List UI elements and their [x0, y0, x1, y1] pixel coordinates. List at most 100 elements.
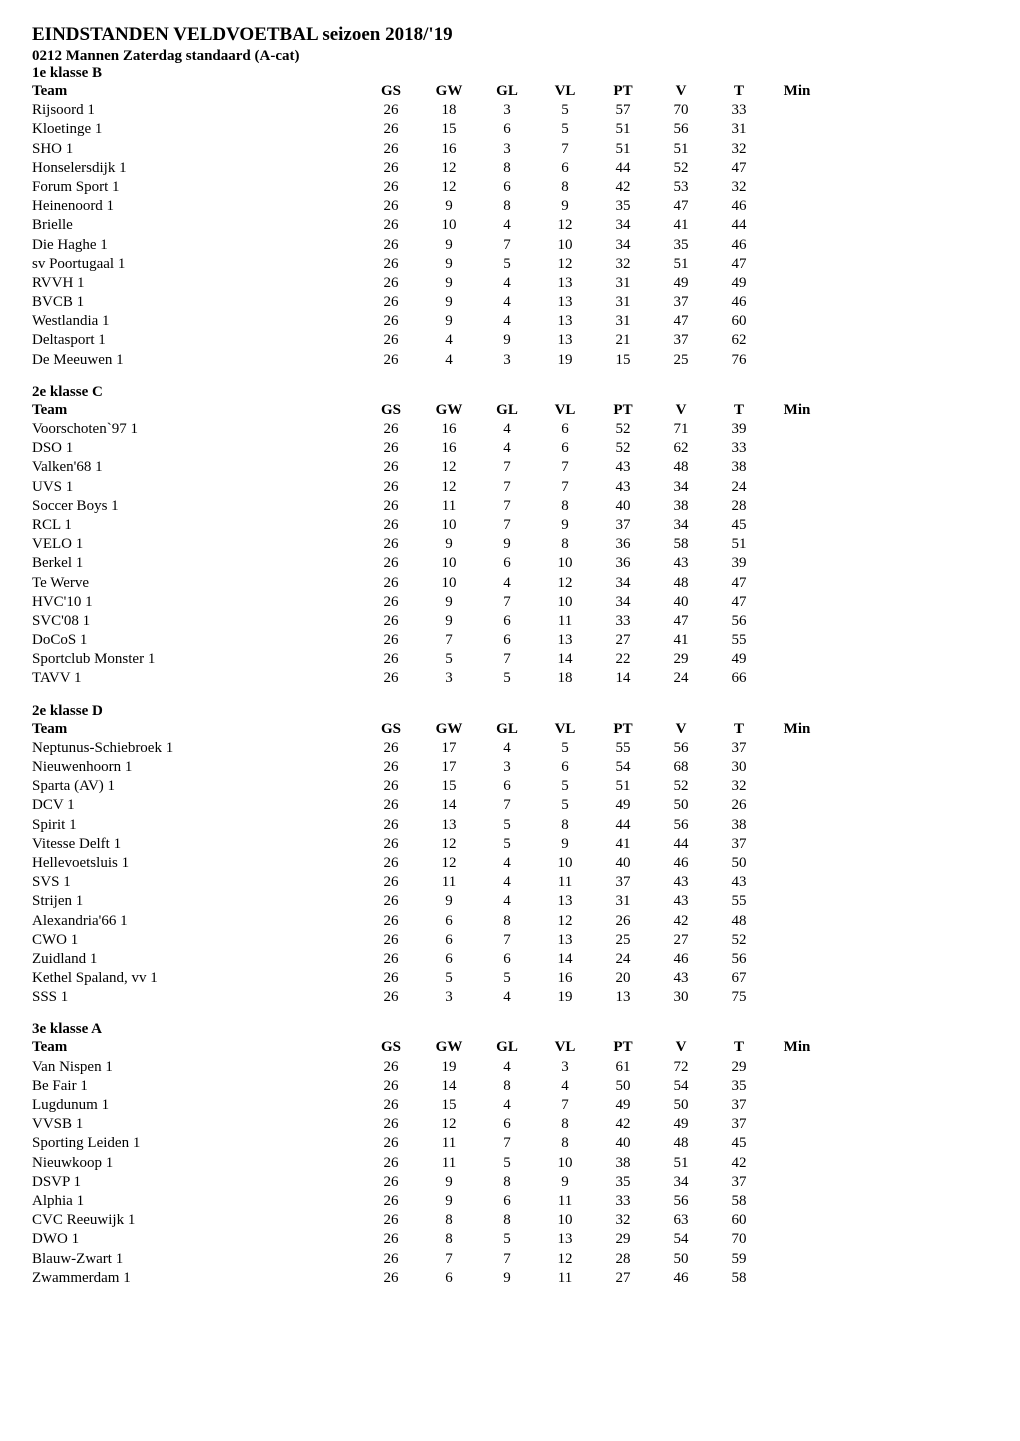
table-row: Nieuwenhoorn 1261736546830 — [32, 758, 826, 777]
cell-gw: 12 — [420, 854, 478, 873]
cell-vl: 11 — [536, 612, 594, 631]
cell-vl: 12 — [536, 255, 594, 274]
cell-vl: 7 — [536, 1096, 594, 1115]
cell-gw: 18 — [420, 101, 478, 120]
cell-v: 50 — [652, 796, 710, 815]
table-row: BVCB 1269413313746 — [32, 293, 826, 312]
cell-t: 29 — [710, 1058, 768, 1077]
cell-gw: 12 — [420, 478, 478, 497]
table-row: Die Haghe 1269710343546 — [32, 236, 826, 255]
cell-gs: 26 — [362, 650, 420, 669]
cell-min — [768, 516, 826, 535]
cell-t: 50 — [710, 854, 768, 873]
table-row: Be Fair 1261484505435 — [32, 1077, 826, 1096]
cell-t: 56 — [710, 950, 768, 969]
cell-v: 58 — [652, 535, 710, 554]
cell-gw: 9 — [420, 1173, 478, 1192]
cell-gs: 26 — [362, 351, 420, 370]
cell-gl: 3 — [478, 140, 536, 159]
cell-min — [768, 216, 826, 235]
cell-t: 33 — [710, 101, 768, 120]
cell-gw: 9 — [420, 255, 478, 274]
cell-v: 34 — [652, 1173, 710, 1192]
cell-min — [768, 1173, 826, 1192]
cell-team: VELO 1 — [32, 535, 362, 554]
cell-gs: 26 — [362, 816, 420, 835]
cell-gs: 26 — [362, 255, 420, 274]
cell-gl: 3 — [478, 351, 536, 370]
cell-v: 47 — [652, 197, 710, 216]
cell-gw: 7 — [420, 1250, 478, 1269]
cell-gl: 6 — [478, 178, 536, 197]
table-header-row: TeamGSGWGLVLPTVTMin — [32, 1038, 826, 1057]
cell-gl: 6 — [478, 120, 536, 139]
cell-pt: 35 — [594, 197, 652, 216]
cell-gs: 26 — [362, 739, 420, 758]
cell-vl: 9 — [536, 835, 594, 854]
cell-vl: 16 — [536, 969, 594, 988]
cell-vl: 7 — [536, 140, 594, 159]
table-row: sv Poortugaal 1269512325147 — [32, 255, 826, 274]
table-row: DWO 1268513295470 — [32, 1230, 826, 1249]
table-row: Honselersdijk 1261286445247 — [32, 159, 826, 178]
cell-gs: 26 — [362, 912, 420, 931]
cell-v: 46 — [652, 1269, 710, 1288]
cell-team: SVC'08 1 — [32, 612, 362, 631]
col-header-team: Team — [32, 401, 362, 420]
cell-vl: 13 — [536, 631, 594, 650]
cell-gl: 8 — [478, 197, 536, 216]
cell-pt: 51 — [594, 140, 652, 159]
cell-team: Hellevoetsluis 1 — [32, 854, 362, 873]
cell-t: 35 — [710, 1077, 768, 1096]
cell-gw: 9 — [420, 236, 478, 255]
cell-t: 37 — [710, 1096, 768, 1115]
cell-gl: 5 — [478, 816, 536, 835]
cell-v: 49 — [652, 1115, 710, 1134]
cell-vl: 12 — [536, 1250, 594, 1269]
cell-gs: 26 — [362, 1134, 420, 1153]
cell-gs: 26 — [362, 612, 420, 631]
cell-gs: 26 — [362, 1230, 420, 1249]
cell-pt: 36 — [594, 554, 652, 573]
col-header-min: Min — [768, 720, 826, 739]
cell-vl: 10 — [536, 1211, 594, 1230]
cell-v: 54 — [652, 1077, 710, 1096]
cell-v: 52 — [652, 159, 710, 178]
cell-t: 32 — [710, 777, 768, 796]
table-row: DoCoS 1267613274155 — [32, 631, 826, 650]
cell-min — [768, 120, 826, 139]
cell-team: Kethel Spaland, vv 1 — [32, 969, 362, 988]
table-row: Spirit 1261358445638 — [32, 816, 826, 835]
cell-team: Forum Sport 1 — [32, 178, 362, 197]
cell-gs: 26 — [362, 535, 420, 554]
col-header-pt: PT — [594, 1038, 652, 1057]
cell-v: 24 — [652, 669, 710, 688]
cell-vl: 5 — [536, 777, 594, 796]
cell-pt: 54 — [594, 758, 652, 777]
cell-vl: 14 — [536, 650, 594, 669]
cell-v: 41 — [652, 631, 710, 650]
cell-min — [768, 554, 826, 573]
cell-gl: 3 — [478, 758, 536, 777]
cell-min — [768, 854, 826, 873]
table-row: SHO 1261637515132 — [32, 140, 826, 159]
cell-min — [768, 650, 826, 669]
cell-v: 51 — [652, 1154, 710, 1173]
cell-min — [768, 739, 826, 758]
cell-gs: 26 — [362, 969, 420, 988]
cell-min — [768, 458, 826, 477]
cell-gl: 6 — [478, 554, 536, 573]
cell-min — [768, 274, 826, 293]
table-row: UVS 1261277433424 — [32, 478, 826, 497]
cell-vl: 11 — [536, 873, 594, 892]
cell-gl: 7 — [478, 1250, 536, 1269]
cell-gs: 26 — [362, 931, 420, 950]
cell-t: 45 — [710, 1134, 768, 1153]
cell-gs: 26 — [362, 216, 420, 235]
cell-gs: 26 — [362, 892, 420, 911]
cell-gl: 4 — [478, 892, 536, 911]
col-header-min: Min — [768, 401, 826, 420]
cell-min — [768, 758, 826, 777]
col-header-v: V — [652, 720, 710, 739]
col-header-vl: VL — [536, 720, 594, 739]
